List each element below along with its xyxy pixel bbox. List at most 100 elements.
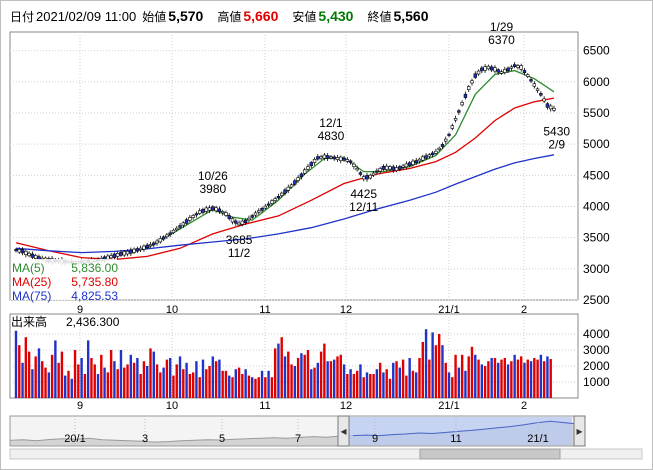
volume-bar [123, 367, 126, 398]
volume-bar [31, 369, 34, 398]
candle-body [129, 249, 133, 254]
volume-bar [411, 370, 415, 398]
volume-bar [287, 351, 290, 398]
navigator-handle-box [573, 415, 586, 447]
navigator-handle[interactable]: ▸ [573, 415, 586, 447]
candle-body [388, 166, 392, 170]
volume-bar [57, 362, 60, 398]
volume-bar [474, 354, 477, 398]
candle-body [276, 196, 281, 199]
volume-bar [175, 364, 178, 398]
volume-bar [280, 337, 283, 398]
volume-bar [273, 348, 277, 398]
candle-body [296, 177, 300, 181]
candle-body [381, 165, 386, 170]
volume-bar [73, 350, 77, 398]
candle-body [319, 156, 323, 159]
price-annotation: 12/11 [349, 200, 378, 214]
volume-bar [293, 366, 297, 398]
volume-bar [296, 358, 300, 398]
low-value: 5,430 [318, 8, 354, 24]
price-annotation: 6370 [488, 33, 515, 47]
volume-bar [168, 358, 172, 398]
volume-bar [510, 361, 513, 398]
candle-body [306, 166, 310, 170]
volume-bar [457, 367, 461, 398]
volume-bar [195, 361, 198, 398]
candle-body [191, 215, 195, 218]
candle-body [260, 207, 264, 211]
ma-legend-value: 5,836.00 [71, 261, 118, 275]
candle-body [384, 165, 389, 170]
volume-bar [44, 367, 47, 398]
navigator-x-tick: 7 [295, 433, 301, 445]
ma-legend-box [11, 259, 117, 300]
candle-body [411, 160, 415, 165]
candle-body [165, 234, 169, 238]
candle-body [27, 252, 31, 257]
candle-body [516, 65, 520, 68]
volume-y-tick: 2000 [583, 359, 610, 373]
open-label: 始値 [142, 10, 167, 24]
candle-body [434, 150, 438, 154]
navigator-x-tick: 20/1 [64, 433, 85, 445]
volume-bar [500, 359, 503, 398]
volume-bar [542, 361, 546, 398]
volume-bar [100, 354, 103, 398]
candle-body [37, 256, 41, 260]
candle-body [476, 70, 481, 75]
navigator-handle[interactable]: ◂ [337, 415, 350, 447]
candle-body [535, 88, 540, 91]
volume-bar [487, 361, 490, 398]
volume-bar [490, 358, 493, 398]
candle-body [171, 229, 176, 233]
volume-bar [96, 374, 100, 398]
volume-bar [316, 362, 320, 398]
candle-body [447, 133, 451, 136]
candle-body [227, 215, 231, 219]
candle-body [339, 156, 343, 161]
candle-body [24, 250, 28, 255]
volume-bar [375, 369, 379, 398]
volume-bar [270, 377, 274, 398]
volume-bar [277, 343, 280, 398]
volume-bar [90, 358, 93, 398]
price-x-tick: 12 [340, 304, 352, 316]
volume-bar [323, 343, 326, 398]
candle-body [194, 213, 199, 216]
volume-bar [37, 348, 41, 398]
volume-bar [103, 367, 106, 398]
volume-bar [333, 359, 336, 398]
volume-bar [172, 375, 175, 398]
candle-body [365, 175, 369, 180]
date-label: 日付 [10, 10, 35, 24]
volume-x-tick: 11 [259, 400, 270, 412]
volume-bar [14, 330, 18, 398]
candle-body [493, 67, 497, 72]
candle-body [444, 138, 448, 142]
volume-bar [126, 364, 129, 398]
volume-bar [444, 362, 447, 398]
scrollbar-track[interactable] [9, 448, 643, 460]
volume-bar [119, 350, 123, 398]
volume-bar [483, 366, 487, 398]
price-annotation: 2/9 [548, 137, 565, 151]
volume-x-tick: 21/1 [438, 400, 459, 412]
candle-body [362, 176, 366, 180]
volume-bar [415, 372, 418, 398]
navigator-selected-line [352, 420, 578, 437]
volume-bar [231, 377, 234, 398]
volume-bar [211, 356, 215, 398]
candle-body [398, 166, 402, 170]
volume-bar [290, 364, 293, 398]
volume-bar [142, 361, 146, 398]
volume-bar [18, 345, 21, 398]
scrollbar-thumb[interactable] [419, 448, 561, 460]
candle-body [470, 80, 474, 84]
volume-bar [234, 369, 237, 398]
price-x-tick: 11 [259, 304, 270, 316]
candle-body [214, 207, 218, 212]
candle-body [207, 207, 212, 211]
volume-bar [349, 369, 352, 398]
volume-bar [424, 329, 428, 398]
